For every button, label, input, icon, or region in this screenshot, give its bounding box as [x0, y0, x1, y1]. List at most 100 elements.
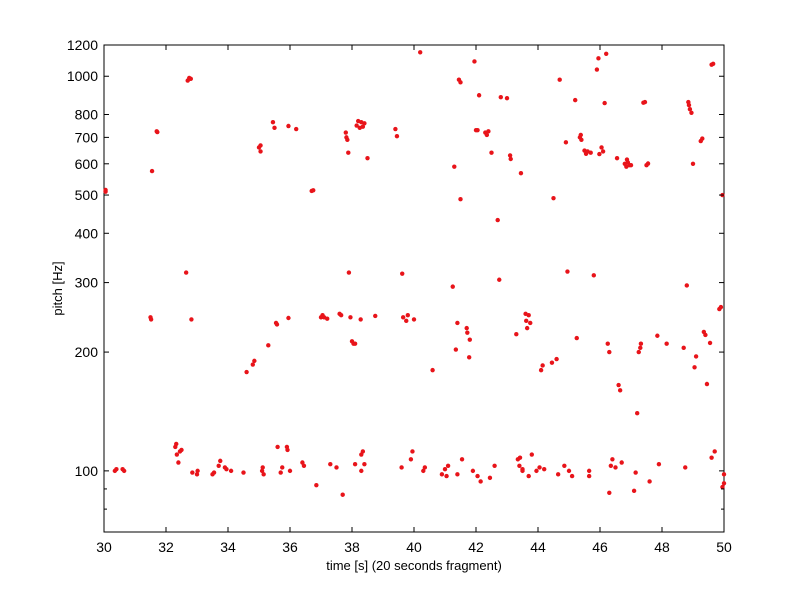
data-point	[588, 150, 593, 155]
y-tick-label: 1000	[67, 68, 98, 84]
data-point	[476, 93, 482, 98]
data-point	[617, 388, 623, 393]
data-point	[524, 325, 530, 331]
data-point	[266, 343, 271, 348]
data-point	[439, 472, 445, 477]
data-point	[551, 195, 556, 201]
data-point	[278, 470, 283, 475]
data-point	[636, 349, 641, 355]
data-point	[346, 270, 352, 275]
data-point	[400, 271, 405, 276]
data-point	[189, 317, 194, 322]
x-tick-label: 30	[96, 539, 112, 555]
data-point	[346, 150, 351, 155]
data-point	[686, 102, 692, 108]
data-point	[614, 155, 620, 161]
data-point	[555, 472, 561, 477]
data-point	[642, 99, 648, 105]
data-point	[475, 127, 480, 133]
data-point	[472, 59, 477, 64]
data-point	[504, 95, 510, 101]
data-point	[410, 449, 415, 454]
data-point	[540, 363, 545, 368]
data-point	[176, 460, 181, 465]
data-point	[408, 457, 414, 462]
data-point	[569, 473, 575, 479]
data-point	[687, 107, 693, 112]
data-point	[704, 381, 710, 387]
x-tick-label: 48	[654, 539, 670, 555]
data-point	[394, 133, 400, 139]
data-point	[498, 94, 503, 100]
data-point	[518, 170, 524, 176]
data-point	[563, 140, 569, 145]
data-point	[656, 461, 662, 467]
x-tick-label: 40	[406, 539, 422, 555]
y-tick-label: 700	[75, 129, 99, 145]
data-point	[294, 126, 299, 132]
data-point	[404, 318, 409, 324]
data-point	[647, 479, 652, 484]
data-point	[596, 56, 601, 61]
data-point	[360, 124, 366, 129]
data-point	[300, 460, 305, 465]
data-point	[707, 340, 713, 346]
data-point	[252, 358, 257, 364]
data-point	[528, 320, 533, 326]
y-tick-label: 300	[75, 275, 99, 291]
data-point	[554, 356, 559, 362]
data-point	[526, 473, 531, 479]
data-point	[542, 466, 547, 472]
x-tick-label: 36	[282, 539, 298, 555]
data-point	[258, 149, 263, 154]
data-point	[681, 345, 686, 351]
data-point	[495, 217, 500, 223]
data-point	[565, 269, 570, 274]
data-point	[258, 143, 263, 148]
data-point	[455, 320, 460, 326]
data-point	[562, 463, 567, 469]
data-point	[345, 137, 350, 143]
data-point	[343, 130, 348, 135]
data-point	[442, 466, 448, 472]
data-point	[241, 470, 246, 475]
data-point	[211, 470, 217, 475]
data-point	[148, 317, 154, 322]
data-point	[338, 313, 344, 318]
data-point	[633, 470, 638, 475]
data-point	[458, 197, 463, 202]
data-point	[690, 161, 696, 166]
data-point	[613, 465, 618, 470]
data-point	[174, 452, 180, 457]
data-point	[352, 341, 358, 346]
data-point	[517, 463, 522, 469]
data-point	[608, 463, 614, 469]
data-point	[607, 349, 612, 355]
data-point	[287, 468, 293, 474]
data-point	[362, 461, 367, 467]
data-point	[452, 164, 457, 169]
data-point	[470, 468, 476, 474]
data-point	[721, 481, 727, 486]
data-point	[421, 468, 426, 474]
data-point	[497, 277, 502, 282]
data-point	[508, 156, 513, 162]
data-point	[721, 472, 727, 477]
data-point	[334, 465, 339, 470]
data-point	[444, 473, 449, 479]
data-point	[492, 463, 497, 469]
plot-area	[103, 44, 725, 533]
y-tick-label: 200	[75, 344, 99, 360]
data-point	[354, 123, 359, 128]
x-tick-label: 38	[344, 539, 360, 555]
data-point	[430, 367, 435, 373]
data-point	[645, 161, 651, 166]
data-point	[458, 80, 463, 85]
data-point	[179, 447, 184, 453]
data-point	[155, 129, 160, 135]
data-point	[103, 189, 108, 194]
data-point	[664, 341, 669, 346]
x-tick-label: 32	[158, 539, 174, 555]
data-point	[275, 444, 280, 450]
